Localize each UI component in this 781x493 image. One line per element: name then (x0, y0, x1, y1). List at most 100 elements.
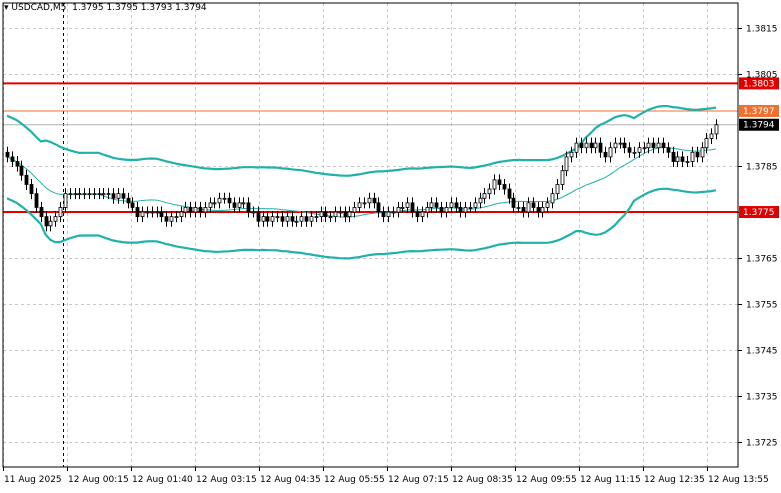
level-price-tag (739, 206, 779, 219)
candle-body (550, 193, 555, 204)
candle-body (164, 216, 169, 222)
x-tick-label: 12 Aug 01:40 (132, 475, 193, 485)
candle-body (34, 193, 39, 208)
plot-frame (2, 2, 739, 468)
candle-body (309, 216, 314, 222)
y-tick-label: 1.3805 (746, 71, 778, 81)
candle-body (579, 142, 584, 149)
bollinger-upper (6, 105, 717, 177)
candle-body (632, 151, 637, 154)
candle-body (362, 202, 367, 205)
candle-body (410, 202, 415, 213)
y-tick-label: 1.3755 (746, 301, 778, 311)
header-arrow-icon[interactable]: ▾ (4, 3, 12, 13)
candle-body (68, 193, 73, 196)
candle-body (391, 211, 396, 214)
candle-body (217, 197, 222, 204)
candle-body (241, 202, 246, 205)
candle-body (222, 197, 227, 200)
candle-body (646, 142, 651, 149)
current-price-label: 1.3794 (743, 121, 775, 131)
y-tick-label: 1.3785 (746, 163, 778, 173)
candle-body (237, 202, 242, 208)
candle-body (642, 147, 647, 150)
candle-body (695, 151, 700, 158)
candle-body (111, 193, 116, 199)
candle-body (251, 211, 256, 214)
candle-body (690, 151, 695, 162)
candle-body (232, 202, 237, 208)
level-price-label: 1.3775 (743, 208, 775, 218)
symbol-timeframe: USDCAD,M5 (11, 3, 67, 13)
candle-body (372, 197, 377, 204)
bollinger-middle (6, 147, 717, 218)
candle-body (381, 211, 386, 218)
candle-body (275, 216, 280, 219)
level-price-label: 1.3797 (743, 107, 775, 117)
candle-body (593, 142, 598, 149)
grid (3, 3, 738, 467)
candle-body (497, 179, 502, 185)
bollinger-lower (6, 187, 717, 260)
candle-body (39, 207, 44, 218)
candle-body (97, 193, 102, 196)
candle-body (280, 216, 285, 222)
ohlc-values: 1.3795 1.3795 1.3793 1.3794 (72, 3, 207, 13)
candle-body (174, 216, 179, 219)
candle-body (63, 193, 68, 208)
candle-body (560, 170, 565, 185)
candle-body (212, 202, 217, 205)
candle-body (193, 207, 198, 213)
candle-body (270, 216, 275, 222)
candle-body (82, 193, 87, 196)
candle-body (333, 211, 338, 218)
x-tick-label: 12 Aug 12:35 (644, 475, 705, 485)
candle-body (73, 193, 78, 196)
candle-body (429, 202, 434, 208)
candle-body (338, 211, 343, 214)
candle-body (256, 211, 261, 222)
candle-body (367, 197, 372, 204)
candle-body (347, 211, 352, 218)
candle-body (29, 184, 34, 195)
candle-body (589, 142, 594, 149)
candle-body (492, 179, 497, 190)
candle-body (183, 207, 188, 213)
candle-body (420, 211, 425, 218)
candle-body (709, 133, 714, 139)
candle-body (198, 207, 203, 213)
candle-body (5, 151, 10, 158)
x-tick-label: 12 Aug 00:15 (68, 475, 129, 485)
candle-body (203, 207, 208, 213)
candle-body (299, 216, 304, 222)
candle-body (106, 193, 111, 196)
candle-body (343, 211, 348, 218)
candle-body (227, 197, 232, 204)
x-tick-label: 11 Aug 2025 (4, 475, 62, 485)
x-tick-label: 12 Aug 13:55 (708, 475, 769, 485)
candle-body (584, 142, 589, 149)
candle-body (482, 193, 487, 199)
candle-body (386, 211, 391, 218)
chart-header: ▾ USDCAD,M5 1.3795 1.3795 1.3793 1.3794 (4, 3, 207, 13)
candle-body (58, 207, 63, 218)
candle-body (130, 202, 135, 208)
candle-body (400, 207, 405, 209)
candle-body (140, 211, 145, 218)
candle-body (150, 211, 155, 214)
candle-body (121, 193, 126, 199)
candle-body (564, 156, 569, 172)
candle-body (77, 193, 82, 196)
level-price-label: 1.3803 (743, 79, 775, 89)
candle-body (569, 151, 574, 158)
candle-body (328, 216, 333, 219)
candle-body (425, 207, 430, 213)
candle-body (680, 156, 685, 162)
x-tick-label: 12 Aug 07:15 (388, 475, 449, 485)
candle-body (357, 202, 362, 208)
candle-body (415, 211, 420, 218)
x-tick-label: 12 Aug 08:35 (452, 475, 513, 485)
candle-body (116, 193, 121, 199)
candle-body (545, 202, 550, 208)
candle-body (10, 156, 15, 162)
